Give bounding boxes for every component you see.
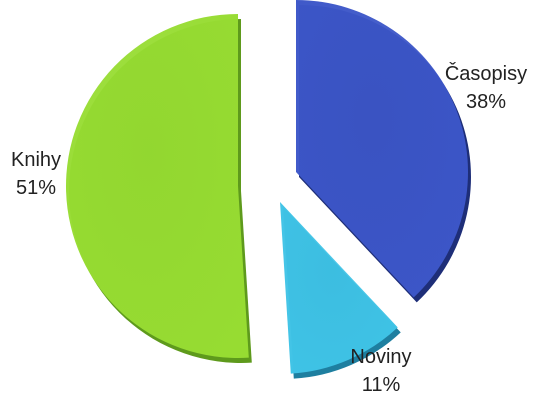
slice-percent-knihy: 51% (16, 177, 56, 199)
slice-face-casopisy (296, 0, 468, 298)
slices-layer (65, 0, 471, 379)
slice-label-noviny: Noviny (350, 346, 411, 368)
labels-layer: Časopisy 38% Noviny 11% Knihy 51% (11, 62, 527, 396)
slice-label-knihy: Knihy (11, 149, 61, 171)
slice-percent-casopisy: 38% (466, 91, 506, 113)
slice-casopisy (296, 0, 471, 303)
slice-knihy (65, 14, 252, 364)
slice-percent-noviny: 11% (362, 374, 401, 396)
slice-face-noviny (280, 202, 398, 374)
slice-face-knihy (65, 14, 249, 358)
slice-label-casopisy: Časopisy (445, 62, 527, 85)
slice-noviny (280, 202, 401, 379)
